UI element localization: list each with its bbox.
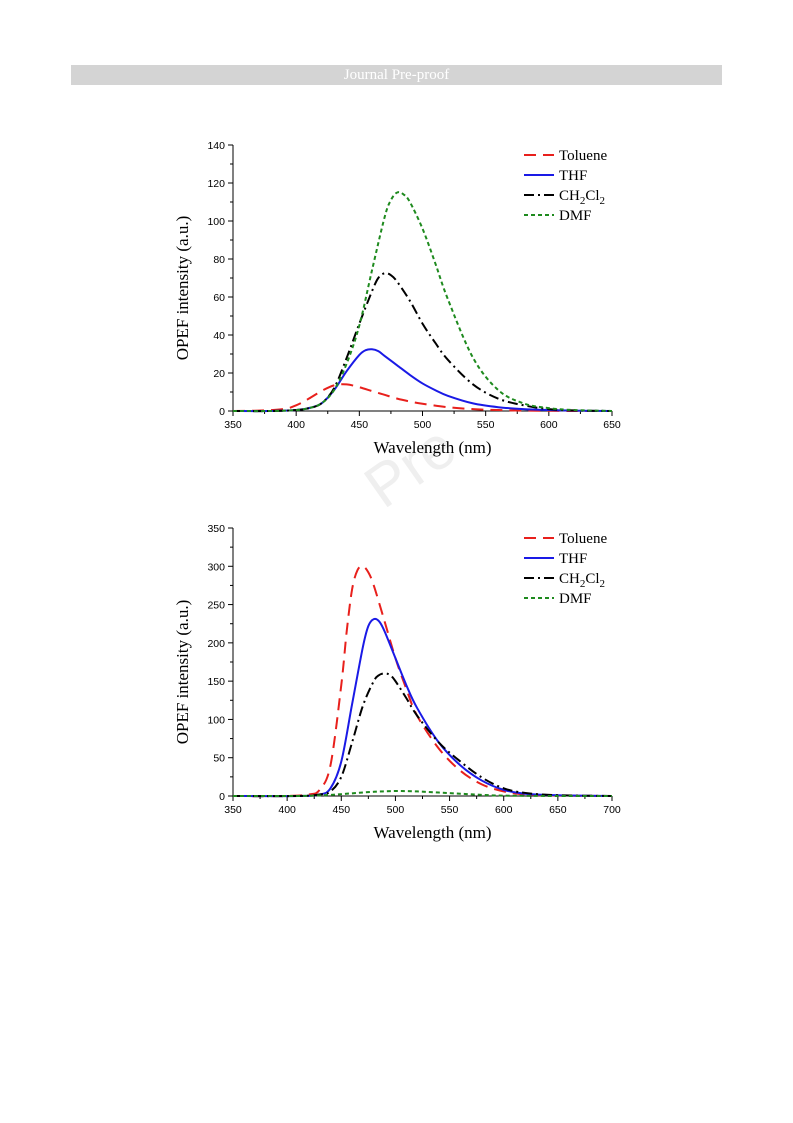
x-tick-label: 350 [224,804,242,816]
chart-top: 350 400 450 500 550 600 650 0 20 40 60 80 100 120 140 W… [173,140,621,457]
y-tick-label: 50 [213,753,225,765]
series-line-dmf [232,191,613,413]
y-tick-label: 100 [207,216,225,228]
y-tick-label: 0 [219,406,225,418]
y-tick-label: 40 [213,330,225,342]
x-tick-label: 450 [333,804,351,816]
x-tick-label: 650 [603,419,621,431]
y-tick-label: 140 [207,140,225,152]
x-tick-label: 500 [387,804,405,816]
y-tick-label: 350 [207,523,225,535]
x-tick-label: 600 [495,804,513,816]
x-tick-label: 550 [441,804,459,816]
x-tick-label: 600 [540,419,558,431]
y-tick-label: 250 [207,600,225,612]
legend-label: DMF [559,208,592,224]
x-tick-label: 350 [224,419,242,431]
series-line-thf [232,348,613,413]
y-axis-title: OPEF intensity (a.u.) [173,600,192,745]
x-tick-label: 450 [351,419,369,431]
legend-label: THF [559,168,587,184]
legend-label: CH2Cl2 [559,188,605,207]
chart-bottom: 350 400 450 500 550 600 650 700 0 50 100 150 200 250 3… [173,523,621,842]
y-tick-label: 120 [207,178,225,190]
x-axis-title: Wavelength (nm) [373,823,491,842]
x-tick-label: 700 [603,804,621,816]
series-line-ch2cl2 [232,272,613,413]
y-tick-label: 80 [213,254,225,266]
x-tick-label: 550 [477,419,495,431]
series-line-ch2cl2 [232,672,613,798]
y-tick-label: 100 [207,714,225,726]
y-tick-label: 20 [213,368,225,380]
x-axis-title: Wavelength (nm) [373,438,491,457]
series-line-thf [232,617,613,798]
y-tick-label: 60 [213,292,225,304]
series-line-toluene [232,383,613,413]
series-line-toluene [232,565,613,798]
x-tick-label: 650 [549,804,567,816]
journal-banner: Journal Pre-proof [71,65,722,85]
y-tick-label: 200 [207,638,225,650]
y-tick-label: 150 [207,676,225,688]
x-tick-label: 400 [287,419,305,431]
legend-label: DMF [559,591,592,607]
legend-label: Toluene [559,148,607,164]
x-tick-label: 400 [278,804,296,816]
y-tick-label: 0 [219,791,225,803]
legend-label: Toluene [559,531,607,547]
series-line-dmf [232,790,613,798]
y-axis-title: OPEF intensity (a.u.) [173,216,192,361]
legend-label: THF [559,551,587,567]
y-tick-label: 300 [207,561,225,573]
x-tick-label: 500 [414,419,432,431]
legend-label: CH2Cl2 [559,571,605,590]
